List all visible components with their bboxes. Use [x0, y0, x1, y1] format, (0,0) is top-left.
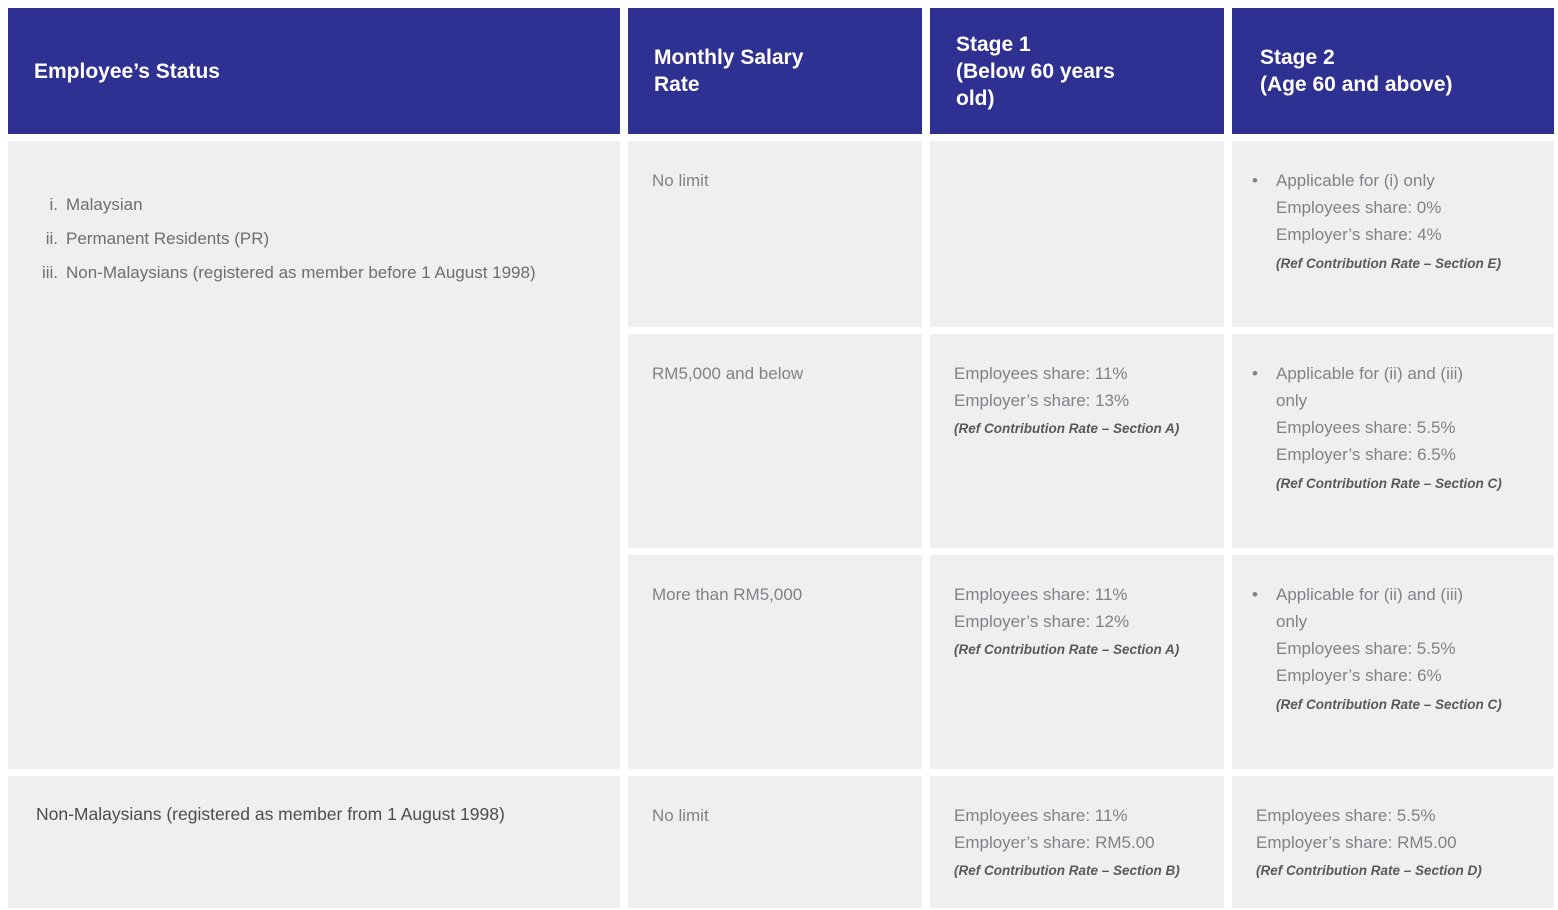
ref-contribution-note: (Ref Contribution Rate – Section A) — [954, 642, 1180, 657]
stage2-text: Applicable for (ii) and (iii) only Emplo… — [1276, 364, 1464, 464]
bullet-icon: • — [1252, 171, 1258, 190]
stage2-bullet-row: • Applicable for (ii) and (iii) only Emp… — [1250, 360, 1540, 492]
stage2-bullet-row: • Applicable for (ii) and (iii) only Emp… — [1250, 581, 1540, 713]
salary-rate-text: No limit — [652, 171, 709, 190]
stage1-text: Employees share: 11% Employer’s share: 1… — [954, 364, 1130, 410]
stage2-text: Applicable for (ii) and (iii) only Emplo… — [1276, 585, 1464, 685]
salary-rate-text: More than RM5,000 — [652, 585, 803, 604]
status-item-number: ii. — [45, 229, 58, 248]
stage2-bullet-row: • Applicable for (i) only Employees shar… — [1250, 167, 1540, 272]
cell-employee-status-group: i. Malaysian ii. Permanent Residents (PR… — [8, 141, 620, 769]
cell-stage2-row1: • Applicable for (i) only Employees shar… — [1232, 141, 1554, 327]
status-item-number: iii. — [41, 263, 58, 282]
status-item-label: Malaysian — [66, 195, 143, 214]
ref-contribution-note: (Ref Contribution Rate – Section A) — [954, 421, 1180, 436]
cell-stage1-row1 — [930, 141, 1224, 327]
stage1-text: Employees share: 11% Employer’s share: 1… — [954, 585, 1130, 631]
cell-status-non-malaysians-from-1998: Non-Malaysians (registered as member fro… — [8, 776, 620, 908]
header-stage-2: Stage 2 (Age 60 and above) — [1232, 8, 1554, 134]
status-item-label: Permanent Residents (PR) — [66, 229, 270, 248]
cell-stage1-row2: Employees share: 11% Employer’s share: 1… — [930, 334, 1224, 548]
cell-stage2-row2: • Applicable for (ii) and (iii) only Emp… — [1232, 334, 1554, 548]
ref-contribution-note: (Ref Contribution Rate – Section C) — [1276, 697, 1502, 712]
status-item-number: i. — [49, 195, 59, 214]
cell-stage2-row3: • Applicable for (ii) and (iii) only Emp… — [1232, 555, 1554, 769]
stage2-content: Applicable for (i) only Employees share:… — [1276, 167, 1540, 272]
ref-contribution-note: (Ref Contribution Rate – Section B) — [954, 863, 1180, 878]
cell-salary-rate-row1: No limit — [628, 141, 922, 327]
header-employee-status: Employee’s Status — [8, 8, 620, 134]
header-monthly-salary-rate: Monthly Salary Rate — [628, 8, 922, 134]
salary-rate-text: RM5,000 and below — [652, 364, 804, 383]
status-label: Non-Malaysians (registered as member fro… — [36, 804, 505, 824]
cell-stage1-bottom: Employees share: 11% Employer’s share: R… — [930, 776, 1224, 908]
salary-rate-text: No limit — [652, 806, 709, 825]
status-item-malaysian: i. Malaysian — [28, 193, 600, 217]
cell-salary-rate-row3: More than RM5,000 — [628, 555, 922, 769]
cell-salary-rate-row2: RM5,000 and below — [628, 334, 922, 548]
cell-salary-rate-bottom: No limit — [628, 776, 922, 908]
stage2-text: Employees share: 5.5% Employer’s share: … — [1256, 806, 1457, 852]
header-stage-1: Stage 1 (Below 60 years old) — [930, 8, 1224, 134]
ref-contribution-note: (Ref Contribution Rate – Section E) — [1276, 256, 1502, 271]
stage1-text: Employees share: 11% Employer’s share: R… — [954, 806, 1155, 852]
status-item-permanent-residents: ii. Permanent Residents (PR) — [28, 227, 600, 251]
stage2-text: Applicable for (i) only Employees share:… — [1276, 171, 1442, 244]
ref-contribution-note: (Ref Contribution Rate – Section C) — [1276, 476, 1502, 491]
ref-contribution-note: (Ref Contribution Rate – Section D) — [1256, 863, 1482, 878]
bullet-icon: • — [1252, 585, 1258, 604]
status-item-label: Non-Malaysians (registered as member bef… — [66, 263, 536, 282]
bullet-icon: • — [1252, 364, 1258, 383]
stage2-content: Applicable for (ii) and (iii) only Emplo… — [1276, 360, 1540, 492]
stage2-content: Applicable for (ii) and (iii) only Emplo… — [1276, 581, 1540, 713]
cell-stage2-bottom: Employees share: 5.5% Employer’s share: … — [1232, 776, 1554, 908]
status-item-non-malaysians-before-1998: iii. Non-Malaysians (registered as membe… — [28, 261, 600, 285]
cell-stage1-row3: Employees share: 11% Employer’s share: 1… — [930, 555, 1224, 769]
